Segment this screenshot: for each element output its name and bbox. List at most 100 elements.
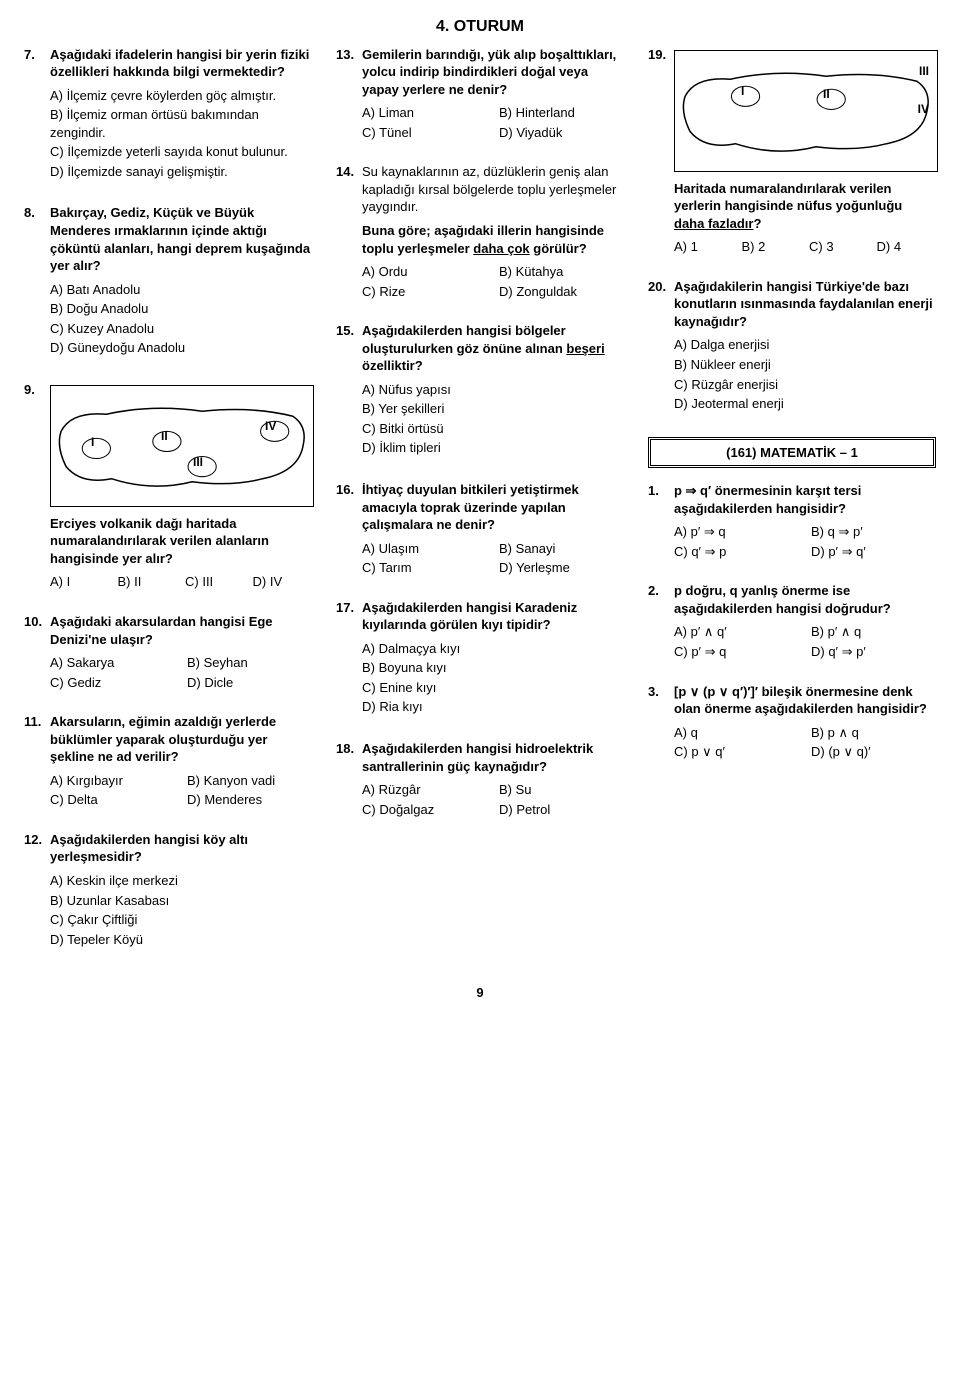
option-b: B) Uzunlar Kasabası [50,892,312,910]
option-a: A) Sakarya [50,654,175,672]
page-number: 9 [24,984,936,1002]
question-stem: p doğru, q yanlış önerme ise aşağıdakile… [674,582,936,617]
question-7: 7. Aşağıdaki ifadelerin hangisi bir yeri… [24,46,312,183]
map-label-iv: IV [918,101,929,117]
option-a: A) Batı Anadolu [50,281,312,299]
question-stem: Gemilerin barındığı, yük alıp boşalttıkl… [362,46,624,99]
option-b: B) Su [499,781,624,799]
option-b: B) Nükleer enerji [674,356,936,374]
question-number: 7. [24,46,50,183]
question-stem: Aşağıdakilerden hangisi Karadeniz kıyıla… [362,599,624,634]
question-19: 19. I II III IV Haritada numaralandırıla… [648,46,936,256]
option-a: A) Ordu [362,263,487,281]
question-number: 2. [648,582,674,660]
option-b: B) Boyuna kıyı [362,659,624,677]
option-b: B) Sanayi [499,540,624,558]
option-a: A) Dalga enerjisi [674,336,936,354]
option-c: C) q′ ⇒ p [674,543,799,561]
option-a: A) q [674,724,799,742]
option-b: B) Hinterland [499,104,624,122]
question-stem: Aşağıdakilerin hangisi Türkiye'de bazı k… [674,278,936,331]
column-2: 13. Gemilerin barındığı, yük alıp boşalt… [336,46,624,973]
question-number: 18. [336,740,362,818]
question-stem: Bakırçay, Gediz, Küçük ve Büyük Menderes… [50,204,312,274]
map-label-i: I [741,83,744,99]
column-3: 19. I II III IV Haritada numaralandırıla… [648,46,936,973]
option-d: D) İlçemizde sanayi gelişmiştir. [50,163,312,181]
question-16: 16. İhtiyaç duyulan bitkileri yetiştirme… [336,481,624,577]
option-c: C) Bitki örtüsü [362,420,624,438]
option-b: B) Yer şekilleri [362,400,624,418]
option-b: B) Kütahya [499,263,624,281]
question-stem: [p ∨ (p ∨ q′)′]′ bileşik önermesine denk… [674,683,936,718]
question-15: 15. Aşağıdakilerden hangisi bölgeler olu… [336,322,624,459]
option-b: B) İlçemiz orman örtüsü bakımından zengi… [50,106,312,141]
question-number: 16. [336,481,362,577]
option-c: C) Rüzgâr enerjisi [674,376,936,394]
question-20: 20. Aşağıdakilerin hangisi Türkiye'de ba… [648,278,936,415]
question-number: 17. [336,599,362,718]
option-c: C) Doğalgaz [362,801,487,819]
question-stem: Akarsuların, eğimin azaldığı yerlerde bü… [50,713,312,766]
option-c: C) Kuzey Anadolu [50,320,312,338]
map-label-i: I [91,434,94,450]
question-number: 10. [24,613,50,691]
option-d: D) Viyadük [499,124,624,142]
option-d: D) q′ ⇒ p′ [811,643,936,661]
math-question-3: 3. [p ∨ (p ∨ q′)′]′ bileşik önermesine d… [648,683,936,761]
column-1: 7. Aşağıdaki ifadelerin hangisi bir yeri… [24,46,312,973]
question-12: 12. Aşağıdakilerden hangisi köy altı yer… [24,831,312,950]
question-9: 9. I II III IV Erciyes volkanik dağı har [24,381,312,591]
option-d: D) Ria kıyı [362,698,624,716]
option-b: B) q ⇒ p′ [811,523,936,541]
option-a: A) Nüfus yapısı [362,381,624,399]
option-b: B) Kanyon vadi [187,772,312,790]
option-c: C) 3 [809,238,869,256]
option-b: B) p′ ∧ q [811,623,936,641]
option-b: B) II [118,573,178,591]
turkey-map-q19: I II III IV [674,50,938,172]
option-c: C) Çakır Çiftliği [50,911,312,929]
option-d: D) Jeotermal enerji [674,395,936,413]
question-13: 13. Gemilerin barındığı, yük alıp boşalt… [336,46,624,142]
session-header: 4. OTURUM [24,16,936,38]
option-c: C) III [185,573,245,591]
option-d: D) IV [253,573,313,591]
question-number: 1. [648,482,674,560]
option-a: A) 1 [674,238,734,256]
option-a: A) p′ ∧ q′ [674,623,799,641]
question-8: 8. Bakırçay, Gediz, Küçük ve Büyük Mende… [24,204,312,358]
option-a: A) p′ ⇒ q [674,523,799,541]
question-stem: Buna göre; aşağıdaki illerin hangisinde … [362,222,624,257]
question-stem: p ⇒ q′ önermesinin karşıt tersi aşağıdak… [674,482,936,517]
question-18: 18. Aşağıdakilerden hangisi hidroelektri… [336,740,624,818]
map-label-iii: III [919,63,929,79]
option-d: D) Zonguldak [499,283,624,301]
question-stem: Aşağıdaki akarsulardan hangisi Ege Deniz… [50,613,312,648]
question-intro: Su kaynaklarının az, düzlüklerin geniş a… [362,163,624,216]
option-a: A) Liman [362,104,487,122]
option-a: A) Rüzgâr [362,781,487,799]
math-question-1: 1. p ⇒ q′ önermesinin karşıt tersi aşağı… [648,482,936,560]
option-c: C) Enine kıyı [362,679,624,697]
option-a: A) İlçemiz çevre köylerden göç almıştır. [50,87,312,105]
option-c: C) Tünel [362,124,487,142]
option-d: D) Güneydoğu Anadolu [50,339,312,357]
option-a: A) Kırgıbayır [50,772,175,790]
section-heading: (161) MATEMATİK – 1 [648,437,936,469]
option-c: C) p′ ⇒ q [674,643,799,661]
map-label-iv: IV [265,418,276,434]
option-d: D) Petrol [499,801,624,819]
question-10: 10. Aşağıdaki akarsulardan hangisi Ege D… [24,613,312,691]
option-c: C) p ∨ q′ [674,743,799,761]
map-label-iii: III [193,454,203,470]
question-number: 3. [648,683,674,761]
question-number: 13. [336,46,362,142]
question-number: 11. [24,713,50,809]
question-17: 17. Aşağıdakilerden hangisi Karadeniz kı… [336,599,624,718]
question-number: 15. [336,322,362,459]
question-number: 14. [336,163,362,300]
question-number: 8. [24,204,50,358]
option-b: B) 2 [742,238,802,256]
option-c: C) Delta [50,791,175,809]
